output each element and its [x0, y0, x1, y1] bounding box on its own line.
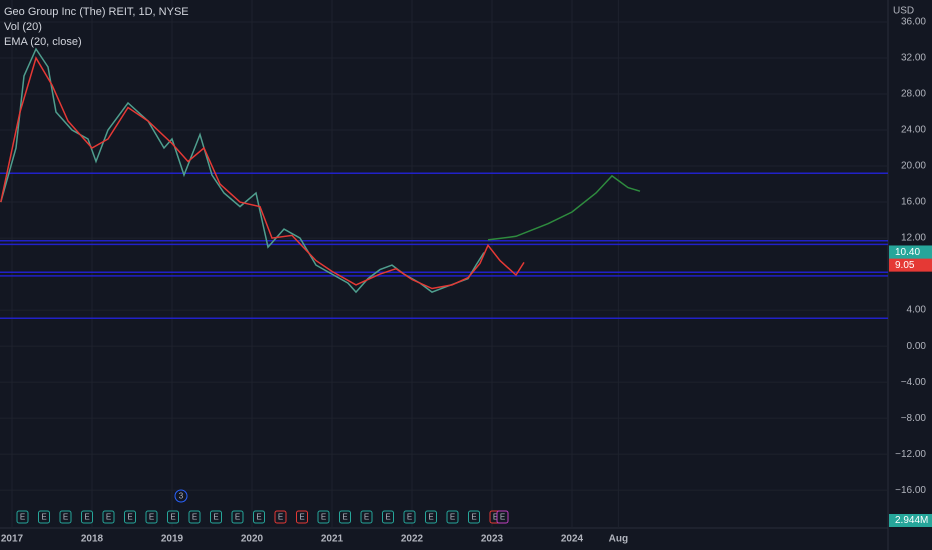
earnings-marker [425, 510, 437, 524]
volume-label: 2.944M [895, 515, 928, 526]
y-tick-label: 4.00 [907, 305, 927, 316]
earnings-label: E [385, 513, 390, 522]
indicator-label: EMA (20, close) [4, 36, 82, 48]
earnings-marker [124, 510, 136, 524]
y-tick-label: 36.00 [901, 17, 926, 28]
earnings-label: E [493, 513, 498, 522]
earnings-label: E [321, 513, 326, 522]
earnings-marker [403, 510, 416, 524]
earnings-marker [360, 510, 373, 524]
y-tick-label: 24.00 [901, 125, 926, 136]
earnings-label: E [192, 513, 197, 522]
y-tick-label: 0.00 [907, 341, 927, 352]
last-price-label: 10.40 [895, 247, 920, 258]
currency-label: USD [893, 6, 914, 17]
earnings-marker [317, 510, 330, 524]
earnings-marker [167, 510, 179, 524]
earnings-label: E [342, 513, 347, 522]
earnings-label: E [450, 513, 455, 522]
ema-price-label: 9.05 [895, 260, 915, 271]
earnings-label: E [106, 513, 111, 522]
earnings-marker [81, 510, 93, 524]
chart-title: Geo Group Inc (The) REIT, 1D, NYSE [4, 6, 189, 18]
earnings-label: E [213, 513, 218, 522]
earnings-label: E [278, 513, 283, 522]
earnings-label: E [20, 513, 25, 522]
y-tick-label: 12.00 [901, 233, 926, 244]
earnings-label: E [41, 513, 46, 522]
y-tick-label: 16.00 [901, 197, 926, 208]
volume-box [889, 514, 932, 527]
y-tick-label: 20.00 [901, 161, 926, 172]
earnings-label: E [500, 513, 505, 522]
earnings-marker [296, 510, 308, 524]
x-tick-label: 2023 [481, 534, 504, 545]
event-marker [174, 489, 188, 503]
indicator-label: Vol (20) [4, 21, 42, 33]
earnings-marker [496, 510, 509, 524]
earnings-label: E [471, 513, 476, 522]
x-tick-label: 2020 [241, 534, 264, 545]
earnings-marker [274, 510, 287, 524]
y-tick-label: −4.00 [901, 377, 927, 388]
earnings-label: E [256, 513, 261, 522]
event-label: 3 [179, 492, 184, 501]
y-tick-label: −8.00 [901, 413, 927, 424]
x-tick-label: 2017 [1, 534, 24, 545]
earnings-marker [253, 510, 265, 524]
price-line [0, 56, 525, 290]
x-tick-label: 2019 [161, 534, 184, 545]
earnings-label: E [407, 513, 412, 522]
earnings-marker [210, 510, 222, 524]
earnings-marker [446, 510, 459, 524]
x-tick-label: 2022 [401, 534, 424, 545]
x-tick-label: Aug [609, 534, 628, 545]
earnings-label: E [299, 513, 304, 522]
x-tick-label: 2024 [561, 534, 584, 545]
y-tick-label: −12.00 [895, 449, 926, 460]
earnings-label: E [428, 513, 433, 522]
ema-price-box [889, 258, 932, 272]
earnings-label: E [127, 513, 132, 522]
earnings-marker [59, 510, 72, 524]
earnings-marker [188, 510, 201, 524]
earnings-marker [145, 510, 158, 524]
earnings-marker [38, 510, 50, 524]
earnings-label: E [364, 513, 369, 522]
earnings-label: E [84, 513, 89, 522]
earnings-marker [339, 510, 351, 524]
y-tick-label: 32.00 [901, 53, 926, 64]
earnings-marker [231, 510, 244, 524]
earnings-label: E [235, 513, 240, 522]
earnings-marker [102, 510, 115, 524]
y-tick-label: −16.00 [895, 485, 926, 496]
earnings-marker [382, 510, 394, 524]
earnings-label: E [170, 513, 175, 522]
earnings-marker [16, 510, 29, 524]
x-tick-label: 2018 [81, 534, 104, 545]
earnings-marker [468, 510, 480, 524]
x-tick-label: 2021 [321, 534, 344, 545]
earnings-label: E [149, 513, 154, 522]
price-line [487, 174, 641, 241]
y-tick-label: 28.00 [901, 89, 926, 100]
earnings-label: E [63, 513, 68, 522]
